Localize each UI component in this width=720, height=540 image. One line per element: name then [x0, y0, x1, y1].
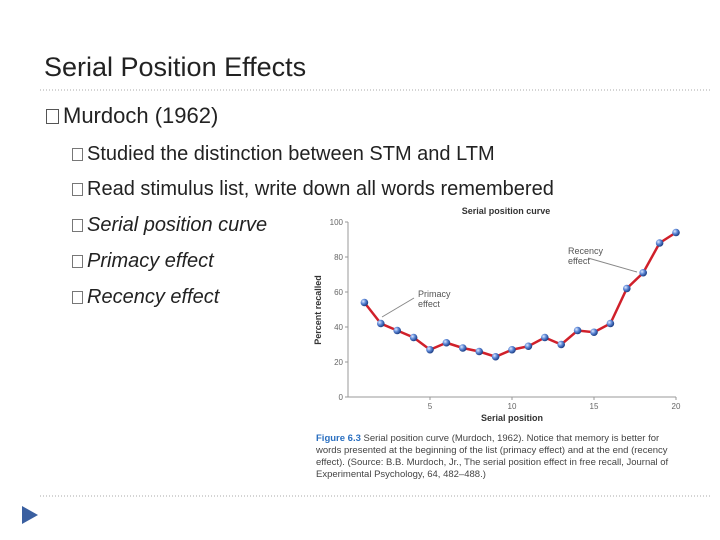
data-point	[524, 342, 533, 351]
x-axis-label: Serial position	[481, 413, 543, 423]
x-tick-label: 5	[428, 402, 433, 411]
data-point	[639, 268, 647, 277]
data-point	[393, 326, 402, 335]
data-point	[590, 328, 598, 337]
data-point	[442, 338, 451, 347]
bullet: Murdoch (1962)	[46, 103, 218, 129]
x-tick-label: 10	[508, 402, 517, 411]
chart-title: Serial position curve	[462, 206, 551, 216]
data-point	[360, 298, 369, 307]
caption-label: Figure 6.3	[316, 433, 361, 444]
data-point	[606, 319, 615, 328]
sub-bullet: Serial position curve	[72, 214, 267, 237]
annotation: Recency effect	[568, 246, 604, 266]
data-point	[672, 228, 680, 237]
data-point	[426, 345, 434, 354]
x-tick-label: 20	[672, 402, 681, 411]
data-point	[508, 345, 516, 354]
sub-bullet-text: Read stimulus list, write down all words…	[87, 178, 554, 200]
y-tick-label: 40	[334, 323, 343, 332]
caption: Figure 6.3 Serial position curve (Murdoc…	[316, 433, 686, 481]
y-axis-label: Percent recalled	[313, 275, 323, 345]
y-tick-label: 60	[334, 288, 343, 297]
data-point	[459, 344, 467, 352]
sub-bullet-text: Primacy effect	[87, 250, 214, 272]
x-tick-label: 15	[590, 402, 599, 411]
data-point	[409, 333, 418, 342]
sub-bullet: Recency effect	[72, 286, 219, 309]
y-tick-label: 100	[330, 218, 344, 227]
caption-text: Serial position curve (Murdoch, 1962). N…	[316, 433, 669, 480]
y-tick-label: 80	[334, 253, 343, 262]
sub-bullet-text: Serial position curve	[87, 214, 268, 236]
slide-title: Serial Position Effects	[44, 52, 307, 82]
annotation: Primacy effect	[418, 289, 451, 309]
data-point	[475, 347, 484, 356]
y-tick-label: 20	[334, 358, 343, 367]
sub-bullet-text: Recency effect	[87, 286, 220, 308]
chart: Serial position curve Serial position Pe…	[313, 206, 681, 423]
y-tick-label: 0	[339, 393, 344, 402]
annotation-arrow	[381, 297, 415, 318]
sub-bullet: Read stimulus list, write down all words…	[72, 178, 554, 201]
sub-bullet: Primacy effect	[72, 250, 214, 273]
data-point	[623, 284, 631, 293]
data-point	[557, 340, 565, 349]
data-point	[541, 333, 549, 342]
sub-bullet: Studied the distinction between STM and …	[72, 143, 495, 166]
sub-bullet-text: Studied the distinction between STM and …	[87, 143, 495, 165]
nav-arrow	[22, 506, 38, 524]
data-point	[377, 319, 385, 328]
data-point	[491, 352, 500, 361]
annotation-arrow	[587, 257, 638, 273]
data-point	[573, 326, 582, 335]
bullet-text: Murdoch (1962)	[63, 103, 219, 128]
data-point	[655, 239, 664, 247]
